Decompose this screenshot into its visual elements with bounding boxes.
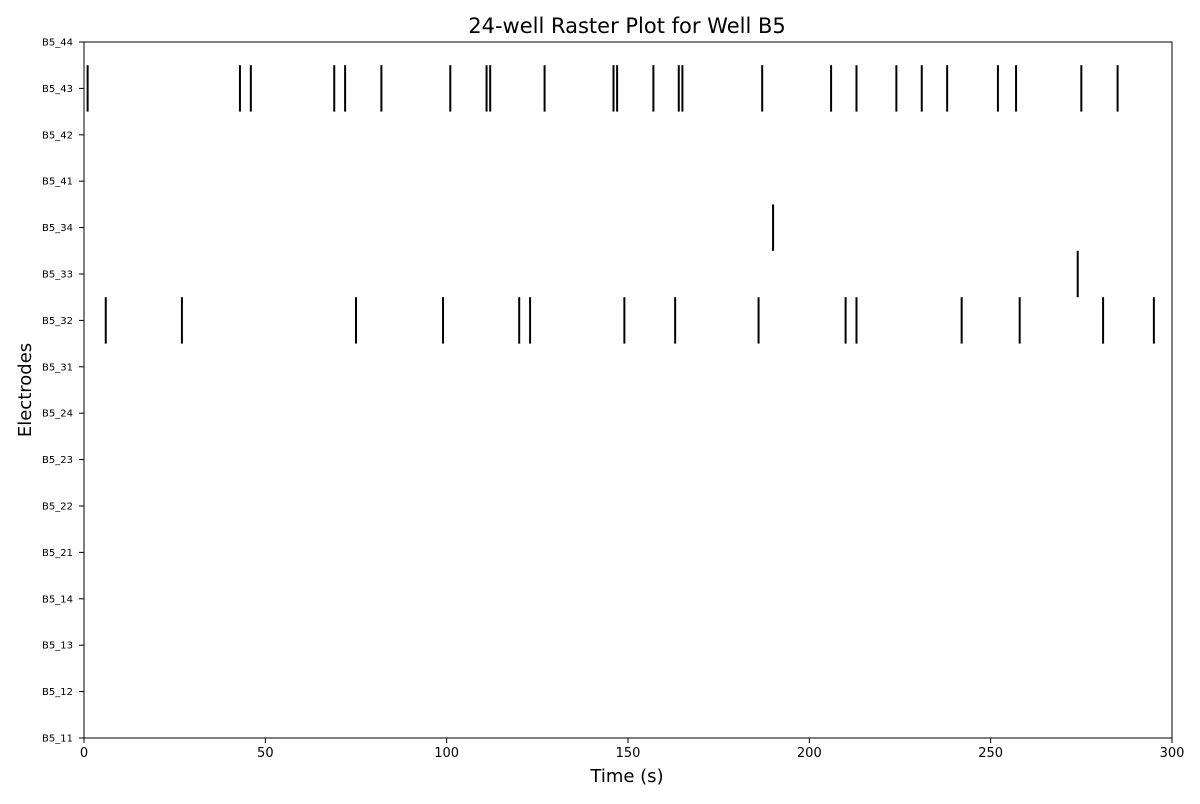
chart-title: 24-well Raster Plot for Well B5 (468, 14, 786, 38)
axes: 0 50 100 150 200 250 300 B5_11 B5_12 B5_13 B5_14 B5… (42, 38, 1184, 762)
spike-row-B5_32 (104, 297, 1155, 344)
y-tick-label: B5_13 (42, 641, 73, 652)
y-tick-label: B5_33 (42, 270, 73, 281)
y-tick-label: B5_14 (42, 594, 73, 605)
x-tick-label: 300 (1160, 746, 1185, 761)
x-tick-label: 150 (616, 746, 641, 761)
y-tick-label: B5_21 (42, 548, 73, 559)
y-axis-label: Electrodes (15, 343, 36, 437)
y-tick-label: B5_31 (42, 362, 73, 373)
y-tick-label: B5_24 (42, 409, 73, 420)
x-tick-label: 100 (434, 746, 459, 761)
x-tick-label: 250 (978, 746, 1003, 761)
x-tick-label: 50 (257, 746, 274, 761)
y-tick-label: B5_44 (42, 38, 73, 49)
x-tick-label: 0 (80, 746, 88, 761)
x-axis-label: Time (s) (589, 766, 663, 787)
y-tick-label: B5_23 (42, 455, 73, 466)
plot-frame (83, 41, 1173, 739)
y-tick-label: B5_32 (42, 316, 73, 327)
y-tick-label: B5_41 (42, 177, 73, 188)
spike-row-B5_43 (86, 65, 1119, 112)
spike-marks (86, 65, 1155, 344)
y-tick-label: B5_22 (42, 502, 73, 513)
y-tick-label: B5_12 (42, 687, 73, 698)
x-tick-label: 200 (797, 746, 822, 761)
y-tick-label: B5_42 (42, 130, 73, 141)
y-tick-label: B5_11 (42, 734, 73, 745)
y-tick-label: B5_43 (42, 84, 73, 95)
y-tick-label: B5_34 (42, 223, 73, 234)
